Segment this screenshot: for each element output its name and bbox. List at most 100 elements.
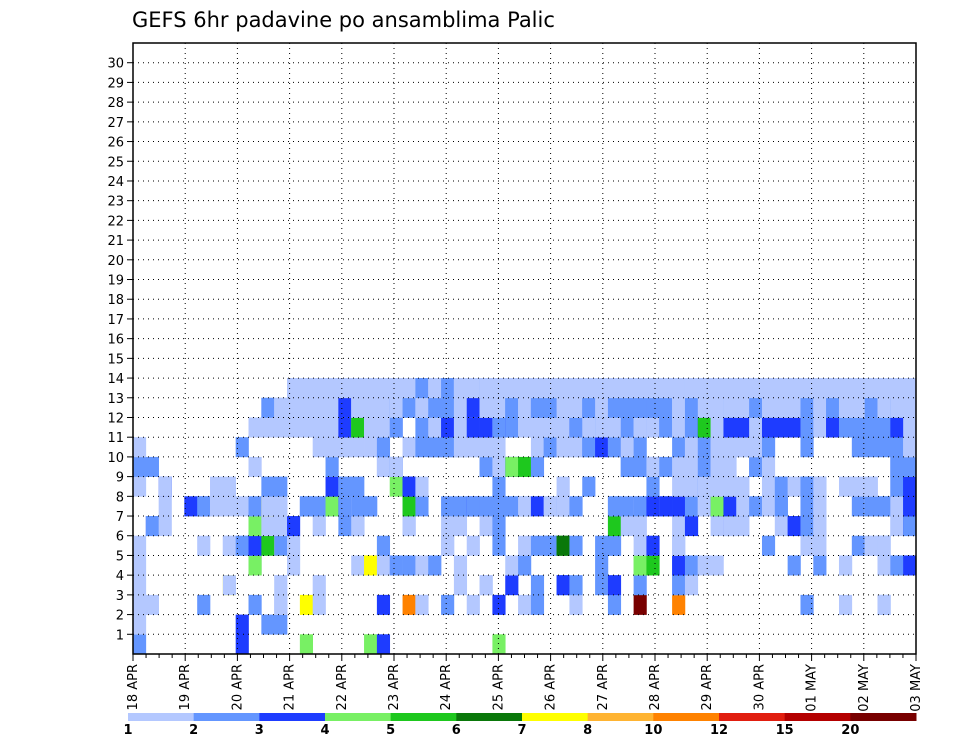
heatmap-cell: [351, 378, 365, 399]
heatmap-cell: [274, 535, 288, 556]
y-tick-label: 23: [107, 195, 124, 210]
heatmap-cell: [235, 437, 249, 458]
heatmap-cell: [133, 456, 147, 477]
colorbar-swatch: [128, 713, 195, 721]
heatmap-cell: [466, 437, 480, 458]
heatmap-cell: [338, 496, 352, 517]
heatmap-cell: [877, 397, 891, 418]
heatmap-cell: [248, 594, 262, 615]
heatmap-cell: [800, 476, 814, 497]
heatmap-cell: [415, 397, 429, 418]
heatmap-cell: [633, 496, 647, 517]
heatmap-cell: [338, 417, 352, 438]
heatmap-cell: [543, 397, 557, 418]
heatmap-cell: [158, 516, 172, 537]
heatmap-cell: [274, 496, 288, 517]
heatmap-cell: [325, 476, 339, 497]
heatmap-cell: [415, 594, 429, 615]
heatmap-cell: [620, 516, 634, 537]
heatmap-cell: [556, 437, 570, 458]
heatmap-cell: [903, 555, 917, 576]
heatmap-cell: [556, 397, 570, 418]
heatmap-cell: [351, 417, 365, 438]
heatmap-cell: [492, 594, 506, 615]
colorbar-label: 8: [583, 723, 592, 738]
heatmap-cell: [864, 476, 878, 497]
heatmap-cell: [569, 535, 583, 556]
heatmap-cell: [761, 397, 776, 418]
heatmap-cell: [813, 397, 827, 418]
x-tick-label: 21 APR: [283, 664, 298, 710]
heatmap-cell: [376, 555, 391, 576]
heatmap-cell: [376, 634, 391, 655]
heatmap-cell: [453, 555, 468, 576]
heatmap-cell: [556, 417, 570, 438]
heatmap-cell: [697, 417, 711, 438]
heatmap-cell: [197, 496, 211, 517]
heatmap-cell: [505, 496, 519, 517]
heatmap-cell: [325, 456, 339, 477]
heatmap-cell: [505, 575, 519, 596]
heatmap-cell: [466, 496, 480, 517]
heatmap-cell: [325, 437, 339, 458]
heatmap-cell: [466, 397, 480, 418]
heatmap-cell: [684, 516, 699, 537]
heatmap-cell: [877, 555, 891, 576]
heatmap-cell: [723, 456, 737, 477]
heatmap-cell: [364, 496, 378, 517]
heatmap-cell: [890, 496, 904, 517]
heatmap-cell: [287, 555, 301, 576]
heatmap-cell: [800, 378, 814, 399]
heatmap-cell: [415, 496, 429, 517]
heatmap-cell: [492, 535, 506, 556]
heatmap-cell: [389, 417, 403, 438]
heatmap-cell: [145, 516, 159, 537]
heatmap-cell: [633, 417, 647, 438]
heatmap-cell: [479, 378, 493, 399]
heatmap-cell: [248, 535, 262, 556]
heatmap-cell: [518, 496, 532, 517]
heatmap-cell: [607, 516, 622, 537]
heatmap-cell: [633, 535, 647, 556]
heatmap-cell: [364, 417, 378, 438]
heatmap-cell: [800, 516, 814, 537]
heatmap-cell: [530, 417, 545, 438]
heatmap-cell: [646, 496, 660, 517]
heatmap-cell: [569, 496, 583, 517]
heatmap-cell: [376, 417, 391, 438]
heatmap-cell: [890, 397, 904, 418]
heatmap-cell: [402, 397, 416, 418]
heatmap-cell: [492, 516, 506, 537]
heatmap-cell: [274, 397, 288, 418]
heatmap-cell: [582, 437, 596, 458]
heatmap-cell: [569, 378, 583, 399]
heatmap-cell: [761, 437, 776, 458]
heatmap-cell: [890, 378, 904, 399]
heatmap-cell: [299, 594, 314, 615]
heatmap-cell: [672, 456, 686, 477]
x-tick-label: 22 APR: [335, 664, 350, 710]
heatmap-cell: [312, 496, 326, 517]
heatmap-cell: [710, 417, 724, 438]
heatmap-cell: [261, 397, 275, 418]
heatmap-cell: [492, 378, 506, 399]
heatmap-cell: [736, 437, 750, 458]
heatmap-cell: [864, 496, 878, 517]
heatmap-cell: [492, 397, 506, 418]
heatmap-cell: [851, 496, 865, 517]
heatmap-cell: [838, 594, 853, 615]
heatmap-cell: [864, 535, 878, 556]
x-tick-label: 24 APR: [439, 664, 454, 710]
y-tick-label: 5: [116, 549, 124, 564]
heatmap-cell: [774, 476, 788, 497]
heatmap-cell: [890, 516, 904, 537]
heatmap-cell: [518, 456, 532, 477]
colorbar-swatch: [587, 713, 654, 721]
heatmap-cell: [749, 417, 763, 438]
heatmap-cell: [402, 496, 416, 517]
heatmap-cell: [787, 516, 801, 537]
heatmap-cell: [145, 594, 159, 615]
heatmap-cell: [582, 476, 596, 497]
heatmap-cell: [248, 496, 262, 517]
colorbar-swatch: [522, 713, 589, 721]
